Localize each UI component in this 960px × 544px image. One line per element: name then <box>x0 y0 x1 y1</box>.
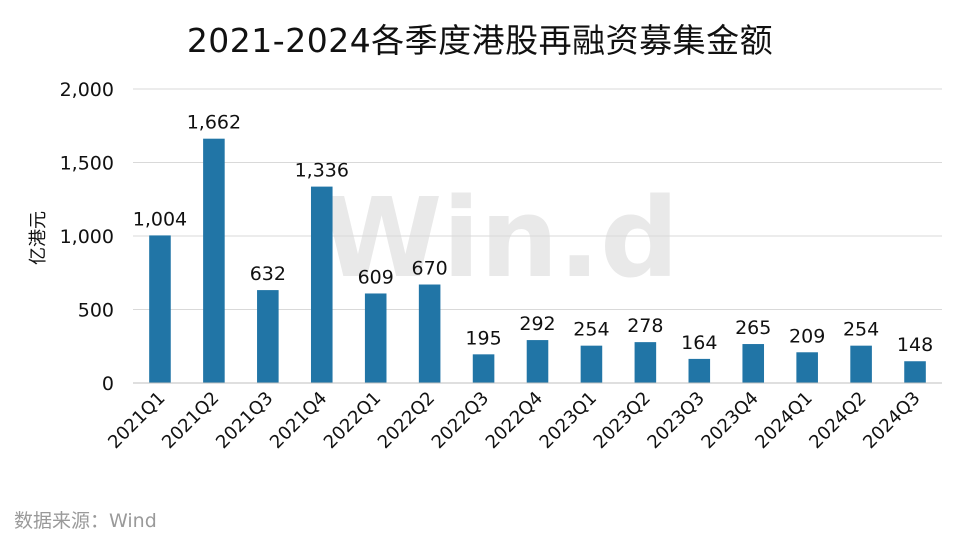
data-label: 209 <box>789 325 825 347</box>
y-tick-label: 1,000 <box>60 226 114 248</box>
data-label: 254 <box>573 319 609 341</box>
data-labels: 1,004 1,662 632 1,336 609 670 195 292 254 278 164 2… <box>133 112 933 357</box>
data-label: 278 <box>627 315 663 337</box>
y-tick-label: 500 <box>78 300 114 322</box>
x-tick-label: 2022Q2 <box>374 388 439 453</box>
x-tick-label: 2024Q1 <box>751 388 816 453</box>
y-tick-label: 2,000 <box>60 79 114 101</box>
data-label: 1,662 <box>187 112 241 134</box>
bar-2022Q1 <box>364 293 387 383</box>
data-label: 1,336 <box>295 160 349 182</box>
bar-2021Q4 <box>310 186 333 383</box>
x-tick-label: 2022Q1 <box>320 388 385 453</box>
y-axis-label: 亿港元 <box>28 211 49 265</box>
x-tick-label: 2024Q3 <box>859 388 924 453</box>
watermark: Win.d <box>321 174 679 302</box>
bar-2024Q3 <box>904 361 926 383</box>
data-label: 195 <box>465 327 501 349</box>
data-label: 265 <box>735 317 771 339</box>
x-axis-ticks: 2021Q12021Q22021Q32021Q42022Q12022Q22022… <box>104 388 924 453</box>
x-tick-label: 2021Q4 <box>266 388 331 453</box>
data-label: 148 <box>897 334 933 356</box>
bar-2021Q1 <box>149 235 171 383</box>
bar-2023Q3 <box>688 358 711 383</box>
data-label: 1,004 <box>133 208 187 230</box>
x-tick-label: 2021Q2 <box>158 388 223 453</box>
x-tick-label: 2023Q4 <box>697 388 762 453</box>
x-tick-label: 2023Q3 <box>643 388 708 453</box>
data-label: 292 <box>519 313 555 335</box>
source-note: 数据来源：Wind <box>14 510 157 532</box>
x-tick-label: 2023Q2 <box>590 388 655 453</box>
x-tick-label: 2021Q3 <box>212 388 277 453</box>
bar-2021Q3 <box>257 290 279 383</box>
bar-2023Q4 <box>742 344 765 383</box>
x-tick-label: 2023Q1 <box>536 388 601 453</box>
bar-2024Q1 <box>796 352 818 383</box>
y-tick-label: 0 <box>102 373 114 395</box>
bar-2022Q4 <box>526 340 549 383</box>
bars <box>149 138 926 383</box>
y-axis-ticks: 0 500 1,000 1,500 2,000 <box>60 79 114 395</box>
bar-2024Q2 <box>850 345 872 383</box>
x-tick-label: 2022Q4 <box>482 388 547 453</box>
x-tick-label: 2022Q3 <box>428 388 493 453</box>
bar-2022Q2 <box>418 284 441 383</box>
data-label: 632 <box>250 263 286 285</box>
bar-2022Q3 <box>472 354 495 383</box>
y-tick-label: 1,500 <box>60 153 114 175</box>
bar-2023Q2 <box>634 342 657 383</box>
bar-2023Q1 <box>580 345 603 383</box>
x-tick-label: 2024Q2 <box>805 388 870 453</box>
x-tick-label: 2021Q1 <box>104 388 169 453</box>
data-label: 670 <box>412 258 448 280</box>
data-label: 164 <box>681 332 717 354</box>
chart-title: 2021-2024各季度港股再融资募集金额 <box>186 21 774 60</box>
data-label: 254 <box>843 319 879 341</box>
bar-2021Q2 <box>203 138 225 383</box>
data-label: 609 <box>358 266 394 288</box>
